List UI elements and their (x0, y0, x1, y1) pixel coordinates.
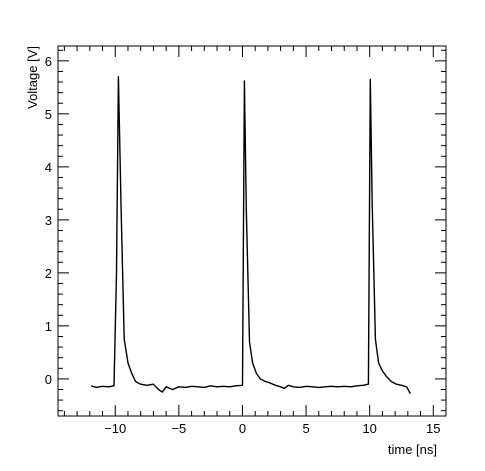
x-tick-label: 0 (239, 421, 246, 436)
y-tick-label: 3 (45, 213, 52, 228)
plot-frame (57, 45, 447, 417)
voltage-trace (90, 76, 412, 395)
y-axis-label: Voltage [V] (25, 46, 40, 109)
x-tick-label: −5 (171, 421, 186, 436)
x-tick-label: 5 (302, 421, 309, 436)
x-tick-label: 15 (426, 421, 440, 436)
y-tick-label: 0 (45, 372, 52, 387)
tick-labels: −10 −5 0 5 10 15 0 1 2 3 4 5 6 (45, 54, 441, 436)
y-tick-label: 1 (45, 319, 52, 334)
x-tick-label: −10 (104, 421, 126, 436)
axis-ticks (58, 46, 447, 416)
y-tick-label: 4 (45, 160, 52, 175)
y-tick-label: 2 (45, 266, 52, 281)
y-tick-label: 6 (45, 54, 52, 69)
x-tick-label: 10 (362, 421, 376, 436)
x-axis-label: time [ns] (388, 442, 437, 457)
y-tick-label: 5 (45, 107, 52, 122)
